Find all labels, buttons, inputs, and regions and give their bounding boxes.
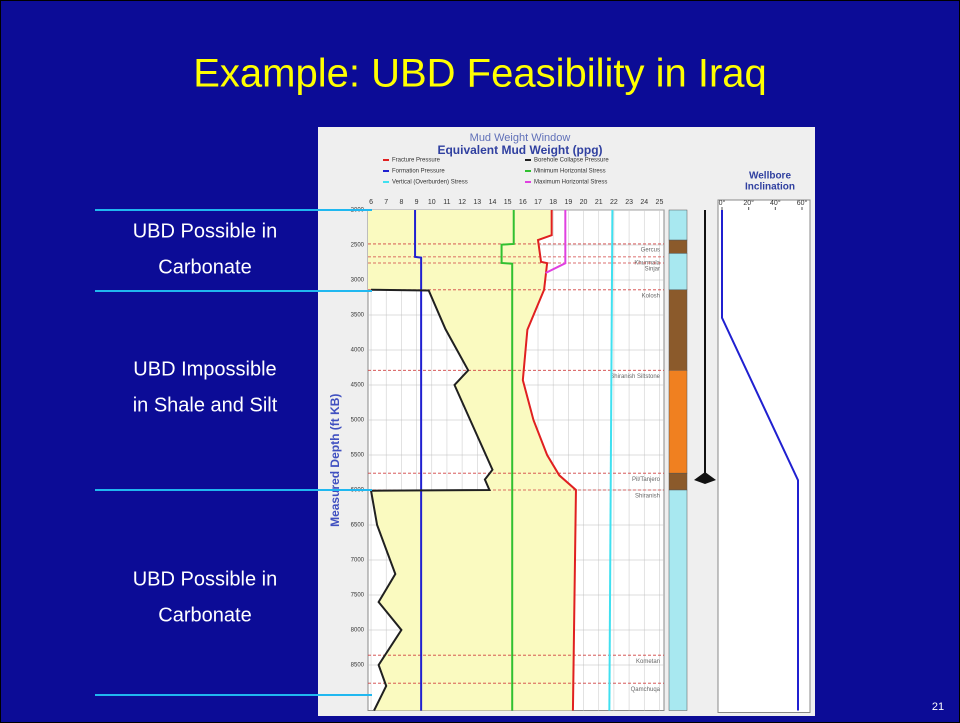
x-tick-label: 17 xyxy=(534,199,542,206)
x-tick-label: 10 xyxy=(428,199,436,206)
zone-label: UBD Possible in xyxy=(133,568,278,590)
x-tick-label: 6 xyxy=(369,199,373,206)
x-tick-label: 19 xyxy=(564,199,572,206)
inclination-title: Inclination xyxy=(745,182,795,193)
x-tick-label: 13 xyxy=(473,199,481,206)
slide-title: Example: UBD Feasibility in Iraq xyxy=(193,52,767,96)
y-tick-label: 3000 xyxy=(351,278,365,284)
legend-label: Formation Pressure xyxy=(392,169,445,175)
lithology-interval xyxy=(668,253,688,291)
inclination-tick-label: 60° xyxy=(797,199,808,207)
inclination-line xyxy=(721,210,799,711)
chart-title: Mud Weight Window xyxy=(470,132,571,144)
zone-label: UBD Possible in xyxy=(133,220,278,242)
lithology-interval xyxy=(668,472,688,491)
y-tick-label: 8000 xyxy=(351,628,365,634)
zone-label: in Shale and Silt xyxy=(133,394,278,416)
page-number: 21 xyxy=(932,701,944,713)
lithology-interval xyxy=(668,239,688,254)
x-tick-label: 23 xyxy=(625,199,633,206)
zone-label: Carbonate xyxy=(158,604,251,626)
lithology-interval xyxy=(668,209,688,241)
casing-shoe xyxy=(694,472,716,484)
legend-label: Fracture Pressure xyxy=(392,158,441,164)
formation-label: Sinjar xyxy=(645,267,660,273)
y-tick-label: 4500 xyxy=(351,383,365,389)
y-tick-label: 4000 xyxy=(351,348,365,354)
y-tick-label: 6500 xyxy=(351,523,365,529)
inclination-tick-label: 40° xyxy=(770,199,781,207)
x-tick-label: 22 xyxy=(610,199,618,206)
chart-subtitle: Equivalent Mud Weight (ppg) xyxy=(437,143,602,157)
x-tick-label: 20 xyxy=(580,199,588,206)
series-line xyxy=(369,288,494,711)
y-tick-label: 5000 xyxy=(351,418,365,424)
x-tick-label: 16 xyxy=(519,199,527,206)
series-line xyxy=(500,210,515,711)
y-tick-label: 7500 xyxy=(351,593,365,599)
inclination-panel xyxy=(717,199,811,713)
x-tick-label: 21 xyxy=(595,199,603,206)
formation-label: Shiranish xyxy=(635,494,660,500)
inclination-title: Wellbore xyxy=(749,171,791,182)
x-tick-label: 8 xyxy=(399,199,403,206)
formation-label: Shiranish Siltstone xyxy=(610,374,660,380)
series-line xyxy=(608,209,614,711)
x-tick-label: 14 xyxy=(489,199,497,206)
legend-label: Maximum Horizontal Stress xyxy=(534,180,607,186)
y-tick-label: 7000 xyxy=(351,558,365,564)
series-line xyxy=(521,210,577,711)
x-tick-label: 11 xyxy=(443,199,450,206)
window-fill xyxy=(368,210,576,711)
inclination-tick-label: 20° xyxy=(743,199,754,207)
formation-label: Kolosh xyxy=(642,293,660,299)
x-tick-label: 25 xyxy=(656,199,664,206)
formation-label: Qamchuqa xyxy=(631,687,661,693)
series-line xyxy=(545,210,567,274)
legend-label: Borehole Collapse Pressure xyxy=(534,158,609,164)
zone-labels: UBD Possible in Carbonate UBD Impossible in… xyxy=(133,220,278,626)
y-tick-label: 8500 xyxy=(351,663,365,669)
legend-label: Vertical (Overburden) Stress xyxy=(392,180,468,186)
y-tick-label: 5500 xyxy=(351,453,365,459)
formation-label: Khurmala xyxy=(634,260,660,266)
y-tick-label: 3500 xyxy=(351,313,365,319)
formation-label: Pil/Tanjero xyxy=(632,477,661,483)
inclination-tick-label: 0° xyxy=(719,199,726,207)
series-line xyxy=(414,210,423,711)
formation-label: Kometan xyxy=(636,659,660,665)
x-tick-label: 9 xyxy=(415,199,419,206)
legend-label: Minimum Horizontal Stress xyxy=(534,169,606,175)
x-tick-label: 24 xyxy=(640,199,648,206)
x-tick-label: 18 xyxy=(549,199,557,206)
y-axis-label: Measured Depth (ft KB) xyxy=(328,394,342,527)
x-tick-label: 15 xyxy=(504,199,512,206)
zone-label: Carbonate xyxy=(158,256,251,278)
lithology-interval xyxy=(668,489,688,711)
lithology-interval xyxy=(668,370,688,474)
lithology-interval xyxy=(668,289,688,371)
zone-label: UBD Impossible xyxy=(133,358,276,380)
formation-label: Gercus xyxy=(641,248,660,254)
x-tick-label: 12 xyxy=(458,199,466,206)
y-tick-label: 2500 xyxy=(351,243,365,249)
x-tick-label: 7 xyxy=(384,199,388,206)
